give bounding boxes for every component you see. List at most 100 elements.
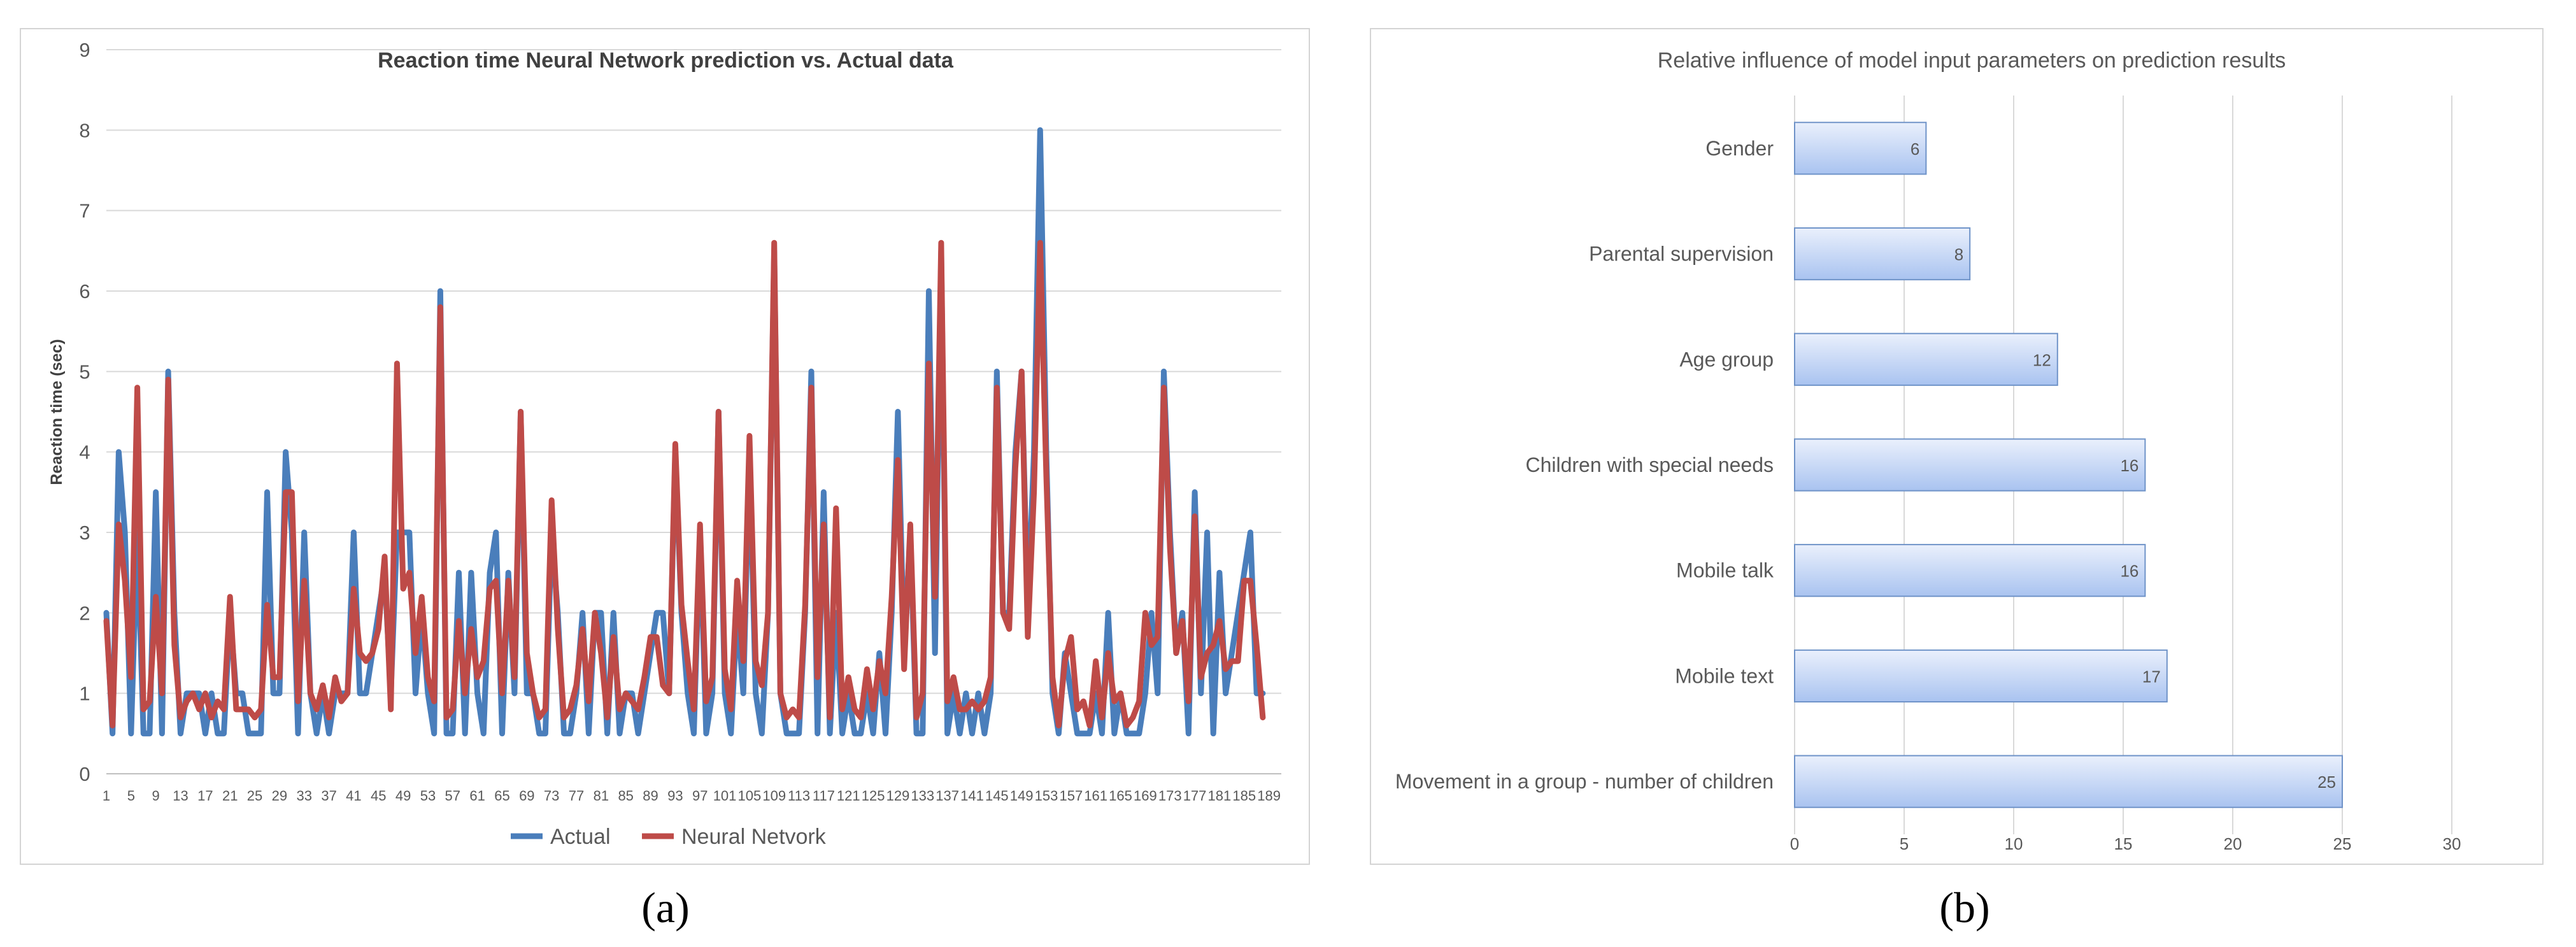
x-tick-label: 21 xyxy=(222,788,238,804)
bar xyxy=(1794,227,1971,281)
category-label: Mobile talk xyxy=(1676,559,1774,582)
bar-data-label: 12 xyxy=(2033,350,2051,369)
x-tick-label: 165 xyxy=(1109,788,1132,804)
bar-data-label: 17 xyxy=(2142,667,2161,686)
x-tick-label: 17 xyxy=(197,788,213,804)
x-tick-label: 49 xyxy=(395,788,411,804)
bar-chart-panel: Relative influence of model input parame… xyxy=(1370,28,2544,865)
bar-chart-title: Relative influence of model input parame… xyxy=(1658,48,2286,73)
x-tick-label: 149 xyxy=(1010,788,1034,804)
y-tick-label: 6 xyxy=(79,280,90,303)
bar-data-label: 16 xyxy=(2120,562,2138,581)
x-tick-label: 53 xyxy=(420,788,436,804)
x-tick-label: 37 xyxy=(321,788,336,804)
category-label: Movement in a group - number of children xyxy=(1395,770,1774,793)
x-tick-label: 61 xyxy=(469,788,485,804)
caption-b: (b) xyxy=(1939,883,1989,932)
x-tick-label: 5 xyxy=(1900,834,1909,853)
x-tick-label: 189 xyxy=(1257,788,1281,804)
line-chart-frame xyxy=(20,28,1310,865)
x-tick-label: 161 xyxy=(1084,788,1107,804)
x-tick-label: 97 xyxy=(692,788,708,804)
x-tick-label: 73 xyxy=(544,788,559,804)
x-tick-label: 137 xyxy=(936,788,959,804)
x-tick-label: 77 xyxy=(569,788,584,804)
x-tick-label: 153 xyxy=(1035,788,1058,804)
bar xyxy=(1794,122,1927,175)
bar xyxy=(1794,438,2146,492)
line-chart-panel: Reaction time Neural Network prediction … xyxy=(20,28,1310,865)
legend-actual-label: Actual xyxy=(550,825,611,849)
line-chart-y-axis-label: Reaction time (sec) xyxy=(48,339,66,485)
category-label: Mobile text xyxy=(1675,664,1774,687)
x-tick-label: 15 xyxy=(2114,834,2133,853)
bar-data-label: 8 xyxy=(1954,245,1963,264)
bar-chart-gridlines xyxy=(1794,96,2452,834)
x-tick-label: 121 xyxy=(837,788,860,804)
x-tick-label: 29 xyxy=(272,788,287,804)
line-chart-title: Reaction time Neural Network prediction … xyxy=(378,48,954,73)
bar-data-label: 25 xyxy=(2317,773,2336,792)
x-tick-label: 173 xyxy=(1158,788,1182,804)
category-label: Parental supervision xyxy=(1589,243,1774,266)
category-label: Children with special needs xyxy=(1525,453,1774,476)
x-tick-label: 45 xyxy=(371,788,386,804)
x-tick-label: 101 xyxy=(713,788,737,804)
y-tick-label: 3 xyxy=(79,522,90,544)
x-tick-label: 57 xyxy=(445,788,460,804)
y-tick-label: 8 xyxy=(79,119,90,141)
x-tick-label: 157 xyxy=(1059,788,1083,804)
x-tick-label: 20 xyxy=(2224,834,2242,853)
x-tick-label: 25 xyxy=(247,788,262,804)
bar xyxy=(1794,544,2146,597)
x-tick-label: 105 xyxy=(738,788,762,804)
y-tick-label: 7 xyxy=(79,200,90,222)
x-tick-label: 81 xyxy=(594,788,609,804)
x-tick-label: 10 xyxy=(2005,834,2023,853)
x-tick-label: 177 xyxy=(1183,788,1207,804)
line-chart-y-ticks: 0 1 2 3 4 5 6 7 8 9 xyxy=(79,39,90,785)
x-tick-label: 141 xyxy=(960,788,984,804)
bar xyxy=(1794,649,2168,703)
x-tick-label: 25 xyxy=(2333,834,2352,853)
y-tick-label: 5 xyxy=(79,360,90,383)
x-tick-label: 145 xyxy=(985,788,1009,804)
x-tick-label: 109 xyxy=(762,788,786,804)
bar xyxy=(1794,755,2343,808)
bar-chart-x-ticks: 0 5 10 15 20 25 30 xyxy=(1790,834,2461,853)
caption-a: (a) xyxy=(641,883,689,932)
x-tick-label: 129 xyxy=(886,788,910,804)
x-tick-label: 169 xyxy=(1134,788,1157,804)
x-tick-label: 9 xyxy=(152,788,160,804)
y-tick-label: 4 xyxy=(79,441,90,464)
x-tick-label: 93 xyxy=(667,788,683,804)
x-tick-label: 133 xyxy=(911,788,934,804)
y-tick-label: 1 xyxy=(79,683,90,705)
x-tick-label: 69 xyxy=(519,788,534,804)
bar-data-label: 6 xyxy=(1911,139,1919,159)
x-tick-label: 117 xyxy=(813,788,835,804)
legend-neural-network-label: Neural Netvork xyxy=(681,825,827,849)
x-tick-label: 33 xyxy=(296,788,311,804)
category-label: Age group xyxy=(1679,348,1774,371)
bar xyxy=(1794,332,2058,386)
x-tick-label: 0 xyxy=(1790,834,1799,853)
y-tick-label: 2 xyxy=(79,602,90,624)
x-tick-label: 65 xyxy=(494,788,509,804)
x-tick-label: 185 xyxy=(1232,788,1256,804)
line-chart-series xyxy=(103,127,1266,737)
line-chart-x-ticks: 1 5 9 13 17 21 25 29 33 37 41 45 49 53 57 61 65 69 73 77 81 8… xyxy=(103,788,1281,804)
x-tick-label: 30 xyxy=(2443,834,2461,853)
x-tick-label: 1 xyxy=(103,788,110,804)
x-tick-label: 41 xyxy=(346,788,361,804)
x-tick-label: 113 xyxy=(788,788,810,804)
bar-chart-bars: 6 Gender 8 Parental supervision 12 Age group 1… xyxy=(1395,122,2343,808)
x-tick-label: 13 xyxy=(173,788,188,804)
x-tick-label: 181 xyxy=(1208,788,1232,804)
bar-data-label: 16 xyxy=(2120,456,2138,475)
x-tick-label: 85 xyxy=(618,788,633,804)
category-label: Gender xyxy=(1705,137,1774,160)
y-tick-label: 0 xyxy=(79,763,90,785)
x-tick-label: 5 xyxy=(127,788,135,804)
